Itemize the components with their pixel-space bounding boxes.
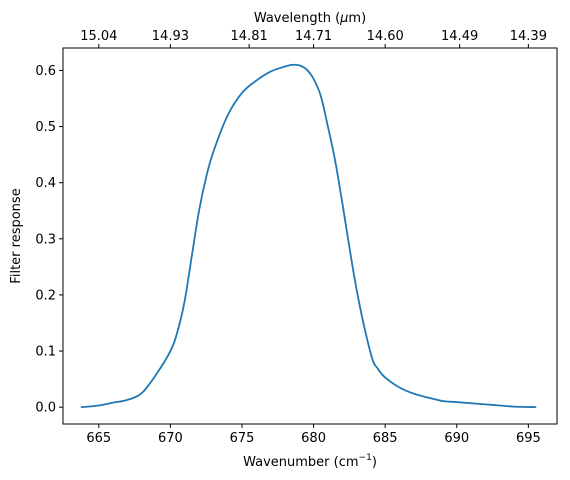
- x-axis-label: Wavenumber (cm−1): [243, 453, 377, 470]
- top-tick-label: 14.49: [441, 29, 478, 44]
- y-tick-label: 0.3: [35, 232, 56, 247]
- top-tick-label: 14.39: [510, 29, 547, 44]
- plot-area-frame: [62, 47, 558, 425]
- top-tick-label: 14.93: [152, 29, 189, 44]
- x-tick-label: 670: [158, 431, 183, 446]
- x-tick-label: 675: [230, 431, 255, 446]
- x-tick-label: 690: [444, 431, 469, 446]
- y-tick-label: 0.2: [35, 288, 56, 303]
- y-tick-label: 0.6: [35, 64, 56, 79]
- top-tick-label: 14.60: [367, 29, 404, 44]
- x-axis-ticks: 665 670 675 680 685 690 695: [86, 424, 541, 446]
- filter-response-line: [80, 63, 537, 409]
- top-tick-label: 14.81: [231, 29, 268, 44]
- y-tick-label: 0.5: [35, 120, 56, 135]
- y-tick-label: 0.1: [35, 345, 56, 360]
- y-axis-label: Filter response: [9, 188, 24, 283]
- x-tick-label: 680: [301, 431, 326, 446]
- y-tick-label: 0.0: [35, 401, 56, 416]
- y-axis-ticks: 0.0 0.1 0.2 0.3 0.4 0.5 0.6: [35, 64, 63, 416]
- top-axis-ticks: 15.04 14.93 14.81 14.71 14.60 14.49 14.39: [80, 29, 547, 48]
- series-group: [80, 63, 537, 409]
- x-tick-label: 685: [373, 431, 398, 446]
- y-tick-label: 0.4: [35, 176, 56, 191]
- x-tick-label: 665: [86, 431, 111, 446]
- top-tick-label: 15.04: [80, 29, 117, 44]
- x-tick-label: 695: [516, 431, 541, 446]
- top-tick-label: 14.71: [295, 29, 332, 44]
- top-axis-label: Wavelength (μm): [254, 11, 366, 26]
